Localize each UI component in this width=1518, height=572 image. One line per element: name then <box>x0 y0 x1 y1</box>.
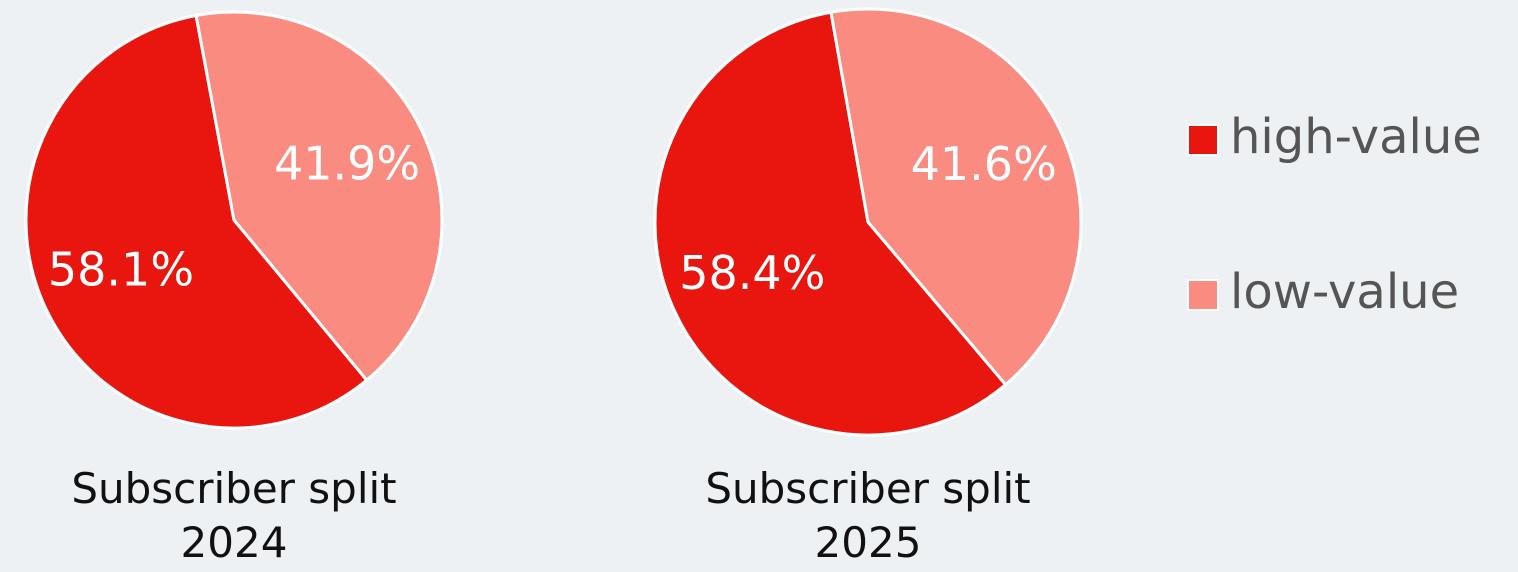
legend-text: low-value <box>1230 264 1459 320</box>
legend-swatch <box>1187 279 1219 311</box>
pie-slice <box>829 7 1083 387</box>
slice-label: 58.4% <box>679 246 825 300</box>
legend-text: high-value <box>1230 109 1482 165</box>
pie-slice <box>24 13 369 430</box>
chart-title: Subscriber split 2024 <box>71 464 397 567</box>
legend-swatch <box>1187 124 1219 156</box>
slice-label: 41.9% <box>274 137 420 191</box>
slice-label: 58.1% <box>48 242 194 296</box>
pie-slice <box>653 10 1008 437</box>
pie-slice <box>194 10 444 383</box>
chart-title: Subscriber split 2025 <box>705 464 1031 567</box>
slice-label: 41.6% <box>911 137 1057 191</box>
